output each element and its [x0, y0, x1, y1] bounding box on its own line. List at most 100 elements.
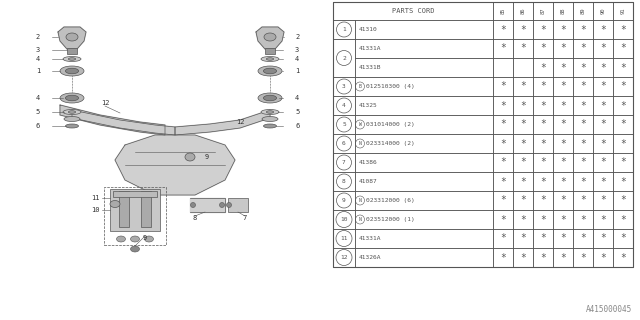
Text: 2: 2	[36, 34, 40, 40]
Bar	[513, 229, 533, 248]
Bar	[333, 229, 355, 248]
Bar	[333, 2, 633, 267]
Bar	[553, 248, 573, 267]
Text: 4: 4	[295, 56, 300, 62]
Bar	[355, 153, 493, 172]
Text: *: *	[620, 157, 626, 167]
Ellipse shape	[261, 57, 279, 61]
Text: 10: 10	[92, 207, 100, 213]
Bar	[553, 229, 573, 248]
Text: *: *	[560, 100, 566, 110]
Text: *: *	[560, 82, 566, 92]
Text: *: *	[600, 100, 606, 110]
Bar	[573, 96, 593, 115]
Text: *: *	[500, 214, 506, 225]
Bar	[573, 58, 593, 77]
Text: *: *	[500, 119, 506, 130]
Text: *: *	[620, 252, 626, 262]
Bar	[228, 198, 248, 212]
Text: 87: 87	[541, 8, 545, 14]
Text: *: *	[560, 157, 566, 167]
Bar	[593, 153, 613, 172]
Text: N: N	[358, 217, 362, 222]
Ellipse shape	[264, 95, 276, 101]
Bar	[493, 172, 513, 191]
Text: *: *	[600, 157, 606, 167]
Text: *: *	[580, 44, 586, 53]
Text: *: *	[540, 119, 546, 130]
Text: *: *	[580, 234, 586, 244]
Bar	[613, 20, 633, 39]
Text: 41331B: 41331B	[359, 65, 381, 70]
Bar	[333, 96, 355, 115]
Text: *: *	[540, 177, 546, 187]
Text: *: *	[620, 119, 626, 130]
Text: *: *	[580, 157, 586, 167]
Text: 12: 12	[236, 119, 244, 125]
Text: *: *	[600, 44, 606, 53]
Text: *: *	[600, 252, 606, 262]
Text: 4: 4	[36, 56, 40, 62]
Text: *: *	[540, 82, 546, 92]
Bar	[333, 2, 493, 20]
Polygon shape	[58, 27, 86, 49]
Text: 4: 4	[295, 95, 300, 101]
Text: *: *	[620, 196, 626, 205]
Bar	[513, 191, 533, 210]
Polygon shape	[175, 110, 270, 135]
Bar	[613, 191, 633, 210]
Bar	[533, 210, 553, 229]
Bar	[355, 134, 493, 153]
Text: *: *	[520, 82, 526, 92]
Text: *: *	[500, 252, 506, 262]
Text: *: *	[560, 252, 566, 262]
Bar	[355, 248, 493, 267]
Bar	[333, 39, 355, 77]
Bar	[513, 96, 533, 115]
Bar	[513, 20, 533, 39]
Ellipse shape	[63, 57, 81, 61]
Ellipse shape	[131, 246, 140, 252]
Bar	[533, 172, 553, 191]
Text: 10: 10	[340, 217, 348, 222]
Text: 90: 90	[600, 8, 605, 14]
Bar	[573, 20, 593, 39]
Bar	[513, 248, 533, 267]
Bar	[493, 191, 513, 210]
Bar	[493, 58, 513, 77]
Bar	[533, 20, 553, 39]
Bar	[533, 39, 553, 58]
Text: *: *	[600, 196, 606, 205]
Text: 7: 7	[243, 215, 247, 221]
Text: 6: 6	[342, 141, 346, 146]
Text: N: N	[358, 141, 362, 146]
Bar	[493, 20, 513, 39]
Bar	[553, 153, 573, 172]
Bar	[533, 96, 553, 115]
Text: *: *	[580, 139, 586, 148]
Text: *: *	[540, 100, 546, 110]
Text: 41087: 41087	[359, 179, 378, 184]
Bar	[493, 96, 513, 115]
Bar	[513, 2, 533, 20]
Text: *: *	[600, 119, 606, 130]
Bar	[593, 77, 613, 96]
Text: 5: 5	[342, 122, 346, 127]
Bar	[355, 20, 493, 39]
Text: 6: 6	[36, 123, 40, 129]
Text: 023314000 (2): 023314000 (2)	[366, 141, 415, 146]
Bar	[573, 77, 593, 96]
Bar	[493, 153, 513, 172]
Ellipse shape	[131, 236, 140, 242]
Text: *: *	[600, 177, 606, 187]
Bar	[493, 210, 513, 229]
Text: *: *	[580, 196, 586, 205]
Bar	[593, 172, 613, 191]
Text: B: B	[358, 84, 362, 89]
Text: *: *	[540, 196, 546, 205]
Text: *: *	[560, 177, 566, 187]
Bar	[533, 77, 553, 96]
Text: *: *	[580, 62, 586, 73]
Bar	[593, 115, 613, 134]
Bar	[593, 96, 613, 115]
